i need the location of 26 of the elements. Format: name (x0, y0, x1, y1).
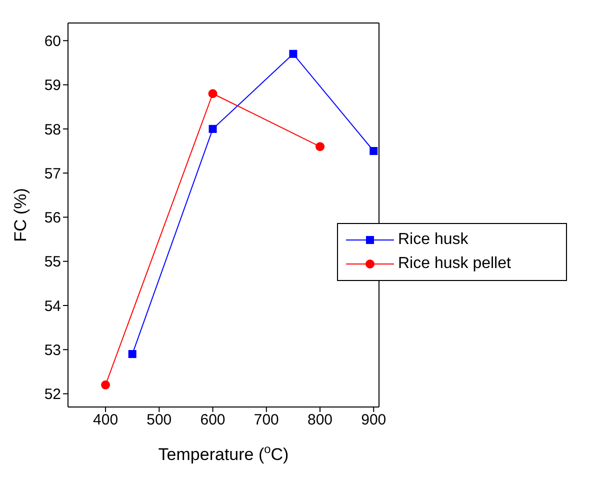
y-tick-label: 55 (44, 254, 61, 271)
y-tick-label: 54 (44, 298, 61, 315)
point (316, 142, 325, 152)
y-tick-label: 56 (44, 210, 61, 227)
x-tick-label: 500 (146, 412, 172, 429)
point (289, 50, 298, 58)
point (101, 380, 110, 390)
y-tick-label: 58 (44, 121, 61, 138)
point (208, 89, 218, 98)
x-tick-label: 600 (200, 412, 226, 429)
y-tick-label: 60 (44, 32, 61, 50)
point (208, 124, 217, 133)
y-tick-label: 57 (44, 165, 61, 182)
point (128, 350, 136, 358)
x-axis-title: Temperature ($^{o}$C) (158, 442, 289, 464)
point (370, 147, 378, 155)
y-tick-label: 53 (44, 342, 61, 359)
y-axis-title: FC (%) (11, 188, 30, 242)
x-tick-label: 700 (254, 412, 279, 429)
legend-label: Rice husk (398, 231, 468, 249)
y-tick-label: 59 (44, 77, 61, 94)
x-tick-label: 800 (308, 412, 333, 429)
legend-label: Rice husk pellet (398, 255, 511, 273)
x-tick-label: 900 (361, 412, 386, 429)
x-tick-label: 400 (93, 412, 118, 429)
y-tick-label: 52 (44, 386, 61, 404)
